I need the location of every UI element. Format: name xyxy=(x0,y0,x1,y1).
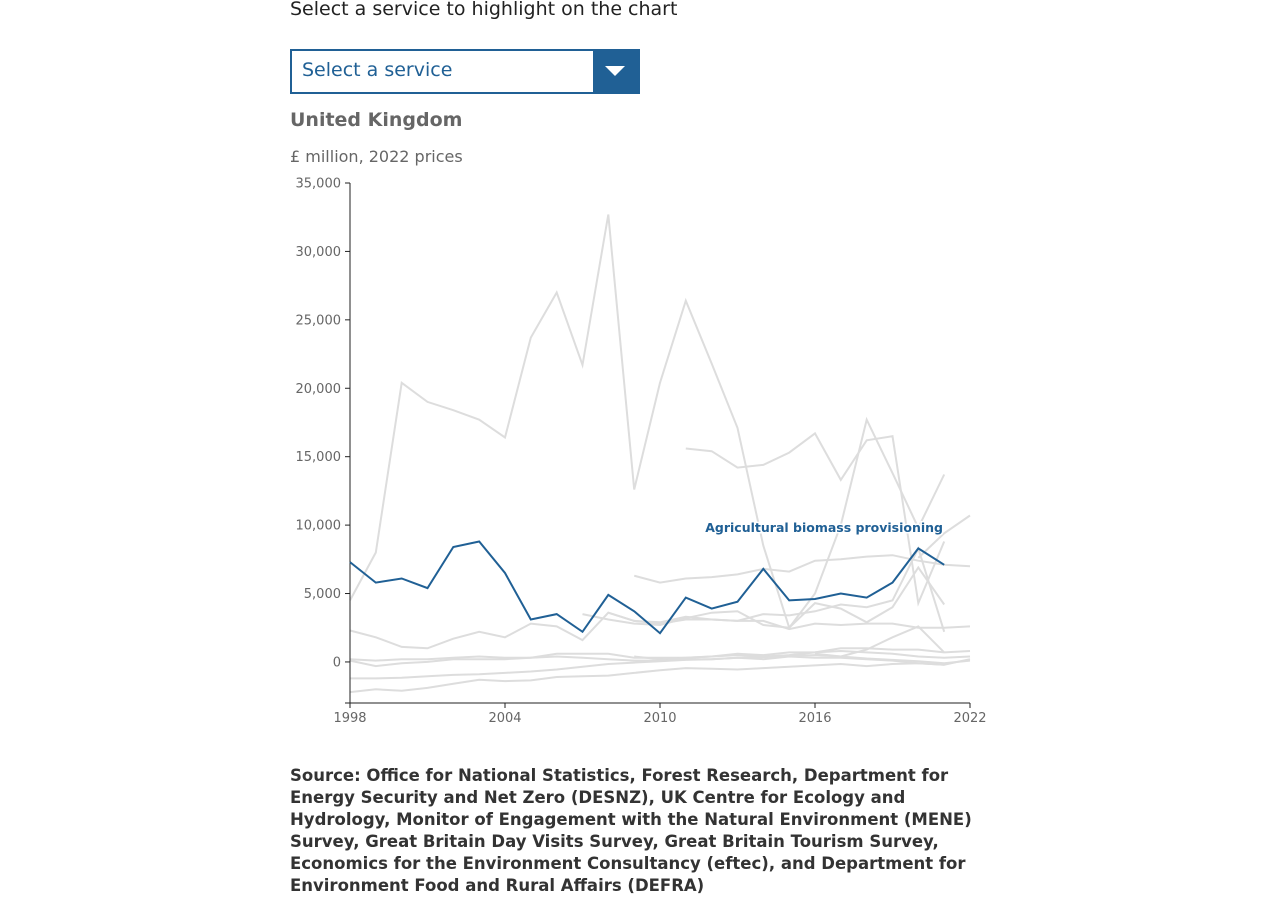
highlight-series-group: Agricultural biomass provisioning xyxy=(349,519,945,635)
background-series-line-8 xyxy=(349,611,971,650)
background-series-line-6 xyxy=(582,565,946,629)
background-series-group xyxy=(349,214,971,694)
service-select-value: Select a service xyxy=(302,59,453,81)
x-tick-label: 2022 xyxy=(953,711,986,726)
background-series-line-14 xyxy=(634,649,971,661)
chevron-down-icon xyxy=(605,66,625,76)
y-tick-label: 35,000 xyxy=(296,177,342,192)
y-tick-label: 10,000 xyxy=(296,519,342,534)
source-note: Source: Office for National Statistics, … xyxy=(290,766,972,895)
x-tick-label: 1998 xyxy=(333,711,366,726)
x-tick-label: 2016 xyxy=(798,711,831,726)
background-series-line-12 xyxy=(350,654,971,680)
background-series-line-3 xyxy=(788,416,946,629)
background-series-line-1 xyxy=(349,214,791,629)
y-tick-label: 5,000 xyxy=(304,587,341,602)
y-tick-label: 30,000 xyxy=(296,245,342,260)
select-dropdown-button[interactable] xyxy=(593,51,638,92)
background-series-line-13 xyxy=(349,662,945,694)
y-tick-label: 15,000 xyxy=(296,450,342,465)
line-chart: 0 5,000 10,000 15,000 20,000 25,000 30,000 35,0… xyxy=(296,177,987,727)
y-tick-label: 25,000 xyxy=(296,313,342,328)
background-series-line-10 xyxy=(349,647,971,662)
background-series-line-2 xyxy=(685,431,946,607)
chart-units: £ million, 2022 prices xyxy=(290,147,463,166)
chart-subtitle: United Kingdom xyxy=(290,109,463,131)
service-select[interactable]: Select a service xyxy=(290,49,640,94)
select-prompt: Select a service to highlight on the cha… xyxy=(290,0,678,20)
chart-axes: 0 5,000 10,000 15,000 20,000 25,000 30,000 35,0… xyxy=(296,177,987,727)
background-series-line-5 xyxy=(917,514,971,559)
highlight-series-line xyxy=(349,540,945,635)
y-tick-label: 20,000 xyxy=(296,382,342,397)
x-tick-label: 2010 xyxy=(643,711,676,726)
x-tick-label: 2004 xyxy=(488,711,521,726)
background-series-line-7 xyxy=(607,545,946,633)
y-tick-label: 0 xyxy=(333,655,341,670)
highlight-series-label: Agricultural biomass provisioning xyxy=(705,520,943,535)
background-series-line-4 xyxy=(633,554,971,584)
